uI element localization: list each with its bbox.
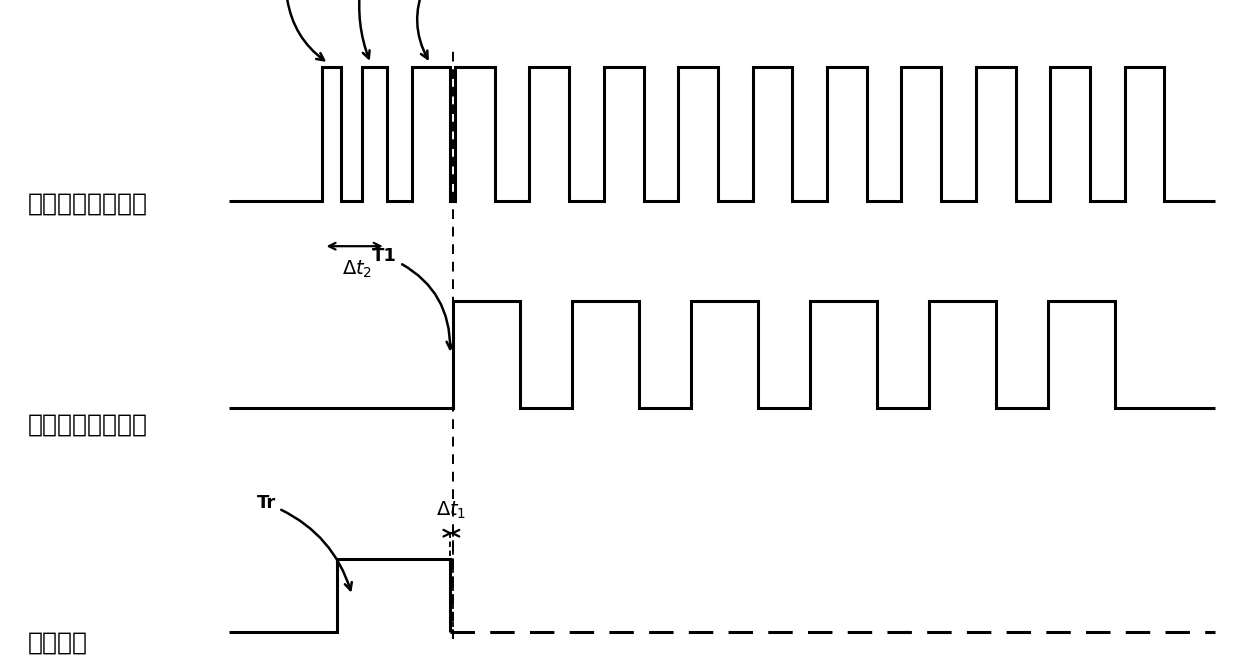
Text: t3: t3 <box>417 0 443 59</box>
Text: t2: t2 <box>352 0 373 58</box>
Text: $\Delta t_1$: $\Delta t_1$ <box>436 500 466 521</box>
Text: 第一数据采样信号: 第一数据采样信号 <box>27 192 148 216</box>
Text: 第二数据采样信号: 第二数据采样信号 <box>27 413 148 437</box>
Text: $\Delta t_2$: $\Delta t_2$ <box>342 258 372 280</box>
Text: 触发信号: 触发信号 <box>27 630 87 654</box>
Text: Tr: Tr <box>257 494 352 590</box>
Text: t1: t1 <box>275 0 324 60</box>
Text: T1: T1 <box>372 247 454 349</box>
